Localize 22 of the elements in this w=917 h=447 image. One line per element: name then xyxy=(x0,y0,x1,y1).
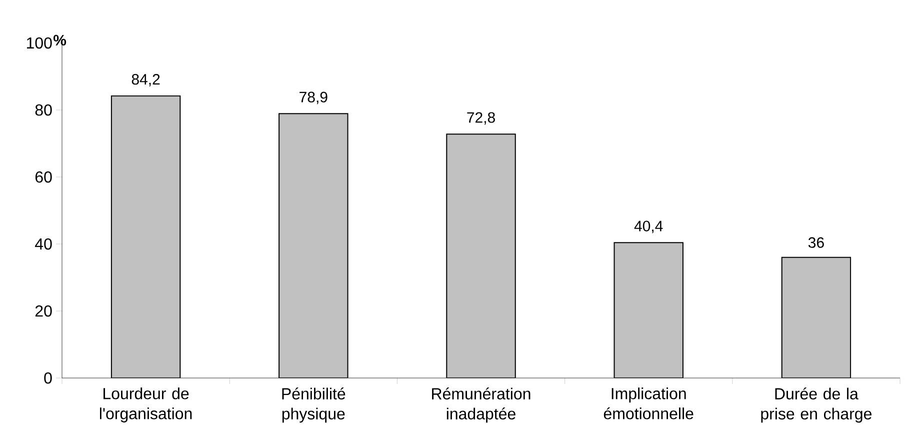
bar xyxy=(781,256,852,378)
data-label: 84,2 xyxy=(132,74,160,86)
y-tick-label: 0 xyxy=(44,372,52,384)
y-tick-label: 40 xyxy=(35,238,52,250)
x-tick-label: Implication émotionnelle xyxy=(604,388,694,420)
bar xyxy=(614,242,684,378)
data-label: 40,4 xyxy=(634,220,663,234)
data-label: 78,9 xyxy=(300,92,328,104)
y-tick-label: 60 xyxy=(35,171,52,183)
y-tick-label: 100 xyxy=(26,37,52,49)
bar xyxy=(110,95,181,378)
bar xyxy=(446,134,516,378)
bar xyxy=(278,113,348,378)
x-tick-label: Pénibilité physique xyxy=(282,388,346,423)
x-tick-label: Durée de la prise en charge xyxy=(761,388,872,423)
x-tick-label: Lourdeur de l'organisation xyxy=(100,388,192,422)
data-label: 36 xyxy=(808,237,824,248)
x-tick-label: Rémunération inadaptée xyxy=(432,388,530,423)
data-label: 72,8 xyxy=(467,112,495,125)
y-tick-label: 20 xyxy=(35,305,52,317)
y-axis-title: % xyxy=(54,34,66,46)
y-tick-label: 80 xyxy=(35,104,52,116)
